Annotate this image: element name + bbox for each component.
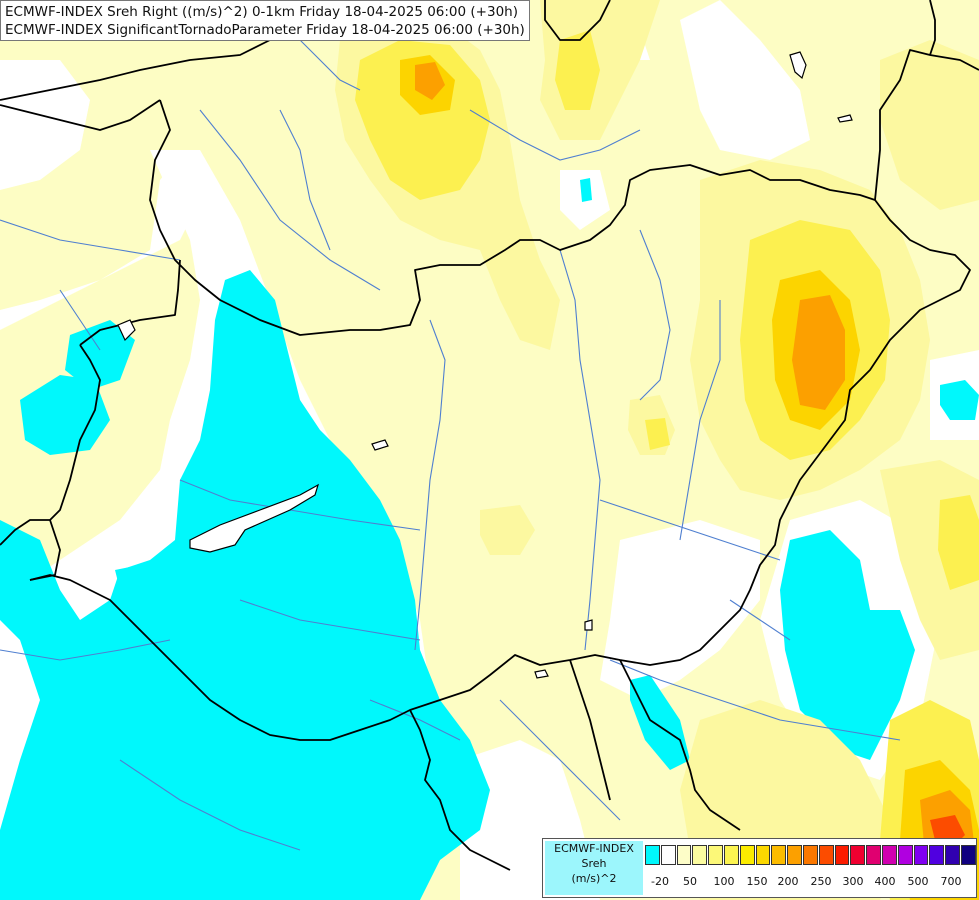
rivers: [0, 39, 901, 851]
legend-tick-label: 700: [940, 875, 962, 888]
legend-tick-label: 500: [907, 875, 929, 888]
legend-tick-label: 250: [810, 875, 832, 888]
legend-swatch: [818, 845, 834, 865]
legend-tick-label: 150: [746, 875, 768, 888]
legend-swatch: [676, 845, 692, 865]
legend-swatch: [787, 845, 802, 865]
map-title-line-2: ECMWF-INDEX SignificantTornadoParameter …: [5, 22, 525, 38]
legend-swatch: [897, 845, 913, 865]
country-borders: [0, 0, 979, 871]
legend-swatch: [929, 845, 945, 865]
legend-tick-label: -20: [651, 875, 669, 888]
legend-swatch: [850, 845, 866, 865]
lakes: [117, 51, 853, 679]
legend-swatch: [866, 845, 881, 865]
red-regions: [930, 815, 965, 845]
legend-swatch: [739, 845, 755, 865]
legend-swatch: [802, 845, 818, 865]
legend-swatch: [755, 845, 771, 865]
legend-swatch: [913, 845, 929, 865]
legend-swatch: [723, 845, 739, 865]
legend-ticks: -20 50 100 150 200 250 300 400 500 700: [643, 875, 973, 891]
legend-swatch: [834, 845, 850, 865]
legend-swatch: [645, 845, 660, 865]
legend-tick-label: 400: [874, 875, 896, 888]
legend-unit: (m/s)^2: [571, 872, 617, 885]
legend-swatch: [881, 845, 897, 865]
legend-swatch: [945, 845, 960, 865]
legend-tick-label: 300: [842, 875, 864, 888]
legend-tick-label: 50: [683, 875, 697, 888]
map-title-box: ECMWF-INDEX Sreh Right ((m/s)^2) 0-1km F…: [0, 0, 530, 41]
legend-label-box: ECMWF-INDEX Sreh (m/s)^2: [545, 841, 643, 895]
legend-swatch: [708, 845, 723, 865]
cyan-regions: [0, 178, 979, 900]
legend-source: ECMWF-INDEX: [554, 842, 634, 855]
color-legend: ECMWF-INDEX Sreh (m/s)^2 -20 50 100 150 200 2…: [542, 838, 977, 898]
legend-swatch: [660, 845, 676, 865]
legend-parameter: Sreh: [581, 857, 607, 870]
legend-swatches: [645, 845, 977, 865]
legend-swatch: [960, 845, 976, 865]
legend-tick-label: 200: [777, 875, 799, 888]
legend-swatch: [692, 845, 708, 865]
legend-swatch: [771, 845, 787, 865]
legend-tick-label: 100: [713, 875, 735, 888]
map-title-line-1: ECMWF-INDEX Sreh Right ((m/s)^2) 0-1km F…: [5, 4, 518, 20]
